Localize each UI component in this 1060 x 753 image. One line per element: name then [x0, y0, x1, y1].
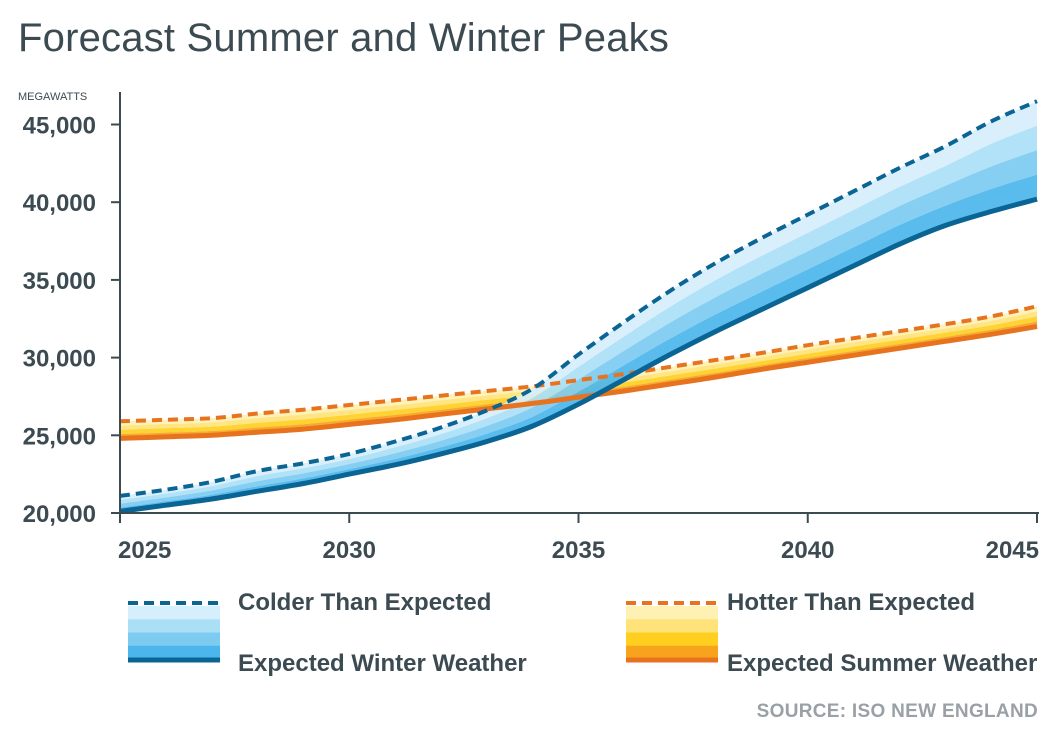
y-tick-label: 35,000 [23, 268, 96, 295]
series-lines [119, 99, 1038, 514]
hotter-than-expected-line [119, 304, 1038, 424]
x-tick-label: 2025 [118, 537, 171, 564]
legend: Colder Than Expected Expected Winter Weat… [128, 589, 1037, 677]
tick-labels: 20,000 25,000 30,000 35,000 40,000 45,000 2025… [23, 113, 1039, 565]
winter-legend-band-swatch [128, 606, 220, 620]
colder-than-expected-line [119, 99, 1038, 498]
y-tick-label: 20,000 [23, 501, 96, 528]
y-tick-label: 40,000 [23, 190, 96, 217]
x-tick-label: 2030 [323, 537, 376, 564]
y-tick-label: 25,000 [23, 423, 96, 450]
chart-title: Forecast Summer and Winter Peaks [18, 16, 670, 60]
y-axis-unit-label: MEGAWATTS [18, 91, 88, 103]
x-tick-label: 2035 [552, 537, 605, 564]
legend-expected-winter: Expected Winter Weather [238, 650, 527, 677]
summer-legend-band-swatch [626, 606, 718, 620]
summer-legend-band-swatch [626, 645, 718, 660]
winter-legend-band-swatch [128, 619, 220, 633]
legend-hotter-than-expected: Hotter Than Expected [727, 589, 975, 616]
summer-legend-band-swatch [626, 619, 718, 633]
source-note: SOURCE: ISO NEW ENGLAND [756, 701, 1038, 722]
expected-winter-line [119, 196, 1038, 514]
winter-legend-band-swatch [128, 632, 220, 647]
x-tick-label: 2045 [986, 537, 1039, 564]
winter-band-4 [120, 174, 1037, 512]
legend-colder-than-expected: Colder Than Expected [238, 589, 491, 616]
summer-legend-band-swatch [626, 632, 718, 647]
x-tick-label: 2040 [781, 537, 834, 564]
winter-band-1 [120, 101, 1037, 500]
legend-expected-summer: Expected Summer Weather [727, 650, 1037, 677]
winter-range-bands [120, 101, 1037, 512]
expected-summer-line [119, 324, 1038, 441]
winter-legend-band-swatch [128, 645, 220, 660]
y-tick-label: 45,000 [23, 113, 96, 140]
y-tick-label: 30,000 [23, 346, 96, 373]
axes [111, 92, 1039, 523]
